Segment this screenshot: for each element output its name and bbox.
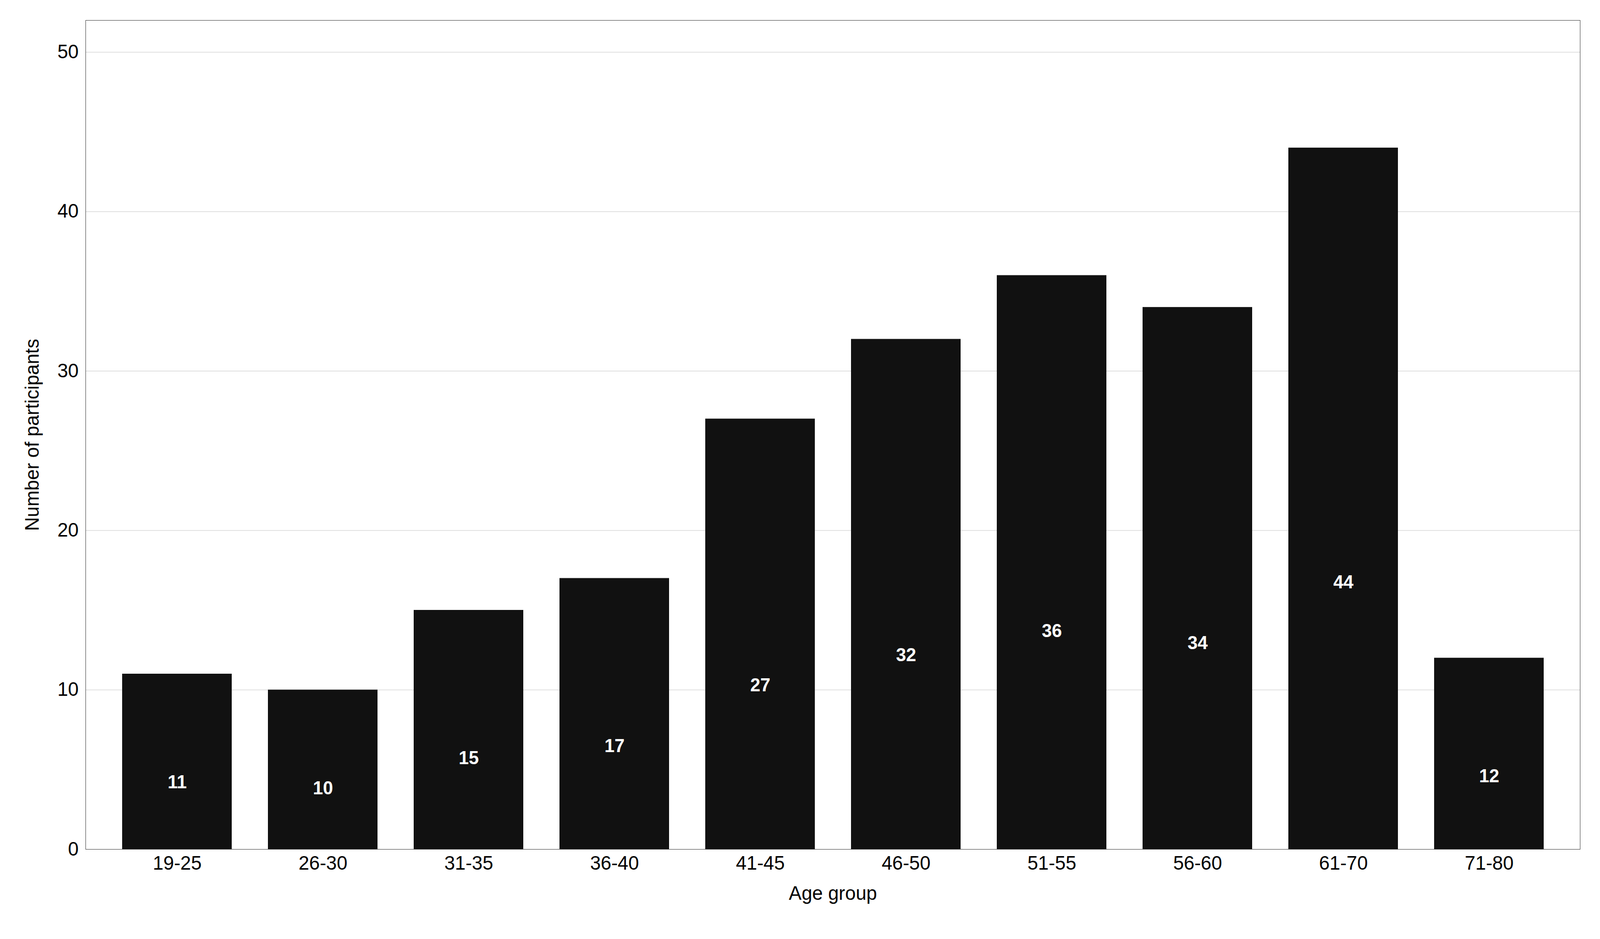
svg-text:34: 34 xyxy=(1187,632,1208,654)
svg-text:Number of participants: Number of participants xyxy=(21,338,43,531)
svg-text:20: 20 xyxy=(57,519,79,541)
svg-text:40: 40 xyxy=(57,200,79,222)
svg-text:11: 11 xyxy=(167,772,187,793)
svg-text:36: 36 xyxy=(1041,620,1062,642)
svg-text:50: 50 xyxy=(57,41,79,63)
svg-text:0: 0 xyxy=(67,838,79,861)
svg-text:10: 10 xyxy=(312,778,333,799)
svg-text:30: 30 xyxy=(57,360,79,382)
svg-text:36-40: 36-40 xyxy=(590,853,639,875)
svg-text:32: 32 xyxy=(895,644,916,666)
svg-text:27: 27 xyxy=(749,675,771,696)
svg-text:26-30: 26-30 xyxy=(298,853,348,875)
svg-text:12: 12 xyxy=(1478,766,1499,787)
svg-text:51-55: 51-55 xyxy=(1027,853,1077,875)
svg-text:61-70: 61-70 xyxy=(1319,853,1368,875)
svg-text:10: 10 xyxy=(57,679,79,701)
svg-text:71-80: 71-80 xyxy=(1464,853,1514,875)
svg-text:56-60: 56-60 xyxy=(1173,853,1222,875)
svg-text:46-50: 46-50 xyxy=(881,853,931,875)
svg-text:19-25: 19-25 xyxy=(152,853,202,875)
svg-text:31-35: 31-35 xyxy=(444,853,494,875)
svg-text:15: 15 xyxy=(458,747,479,769)
svg-text:41-45: 41-45 xyxy=(735,853,785,875)
svg-text:44: 44 xyxy=(1333,572,1354,593)
svg-text:Age group: Age group xyxy=(788,883,877,905)
svg-text:17: 17 xyxy=(604,735,625,757)
